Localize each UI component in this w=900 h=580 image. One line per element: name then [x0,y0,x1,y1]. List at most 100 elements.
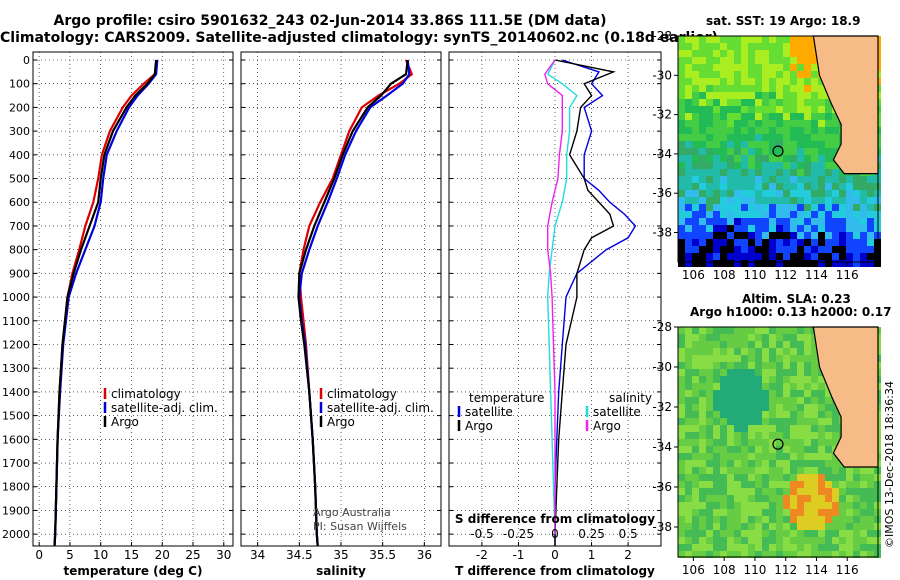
y-tick-label: 700 [9,220,30,233]
map-lat-label: -32 [652,400,672,414]
x-tick-label: 34.5 [286,548,313,562]
chart-title-line2: Climatology: CARS2009. Satellite-adjuste… [0,30,718,46]
annotation-pi: PI: Susan Wijffels [313,520,407,533]
map-lat-label: -30 [652,68,672,82]
y-tick-label: 1200 [2,338,30,351]
map-lon-label: 114 [805,268,828,282]
panel-frame-2 [240,51,442,547]
y-tick-label: 800 [9,244,30,257]
argo-float-marker [772,145,784,157]
x-tick-label: 15 [124,548,139,562]
map-lon-label: 110 [743,563,766,577]
annotation-argo-australia: Argo Australia [313,506,391,519]
panel-frame-1 [32,51,234,547]
map-lon-label: 108 [713,268,736,282]
map-lon-label: 114 [805,563,828,577]
x-axis-label-top: S difference from climatology [455,512,655,526]
x-tick-label: 25 [185,548,200,562]
series-line-s-satellite [546,59,578,535]
x-tick-label: -1 [512,548,524,562]
map-frame [677,326,879,558]
y-tick-label: 1600 [2,433,30,446]
map-lat-label: -32 [652,108,672,122]
series-line-satellite-adj-clim- [298,59,411,547]
legend-label: satellite [465,405,513,419]
x-tick-label-top: 0.5 [619,527,638,541]
y-tick-label: 200 [9,101,30,114]
y-tick-label: 500 [9,173,30,186]
y-tick-label: 1900 [2,504,30,517]
x-tick-label-top: -0.25 [503,527,534,541]
series-line-s-argo [544,59,563,535]
y-tick-label: 900 [9,267,30,280]
chart-title-line1: Argo profile: csiro 5901632_243 02-Jun-2… [53,13,607,29]
legend-label: satellite-adj. clim. [327,401,434,415]
x-axis-label: salinity [316,564,366,578]
map-lat-label: -38 [652,226,672,240]
x-tick-label: 0 [551,548,559,562]
y-tick-label: 600 [9,196,30,209]
x-axis-label: T difference from climatology [455,564,655,578]
x-tick-label: 30 [216,548,231,562]
legend-label: climatology [327,387,397,401]
legend-label: satellite [593,405,641,419]
map-lon-label: 116 [836,563,859,577]
sst-map-title: sat. SST: 19 Argo: 18.9 [706,14,861,28]
sla-map-title-line2: Argo h1000: 0.13 h2000: 0.17 [690,305,892,319]
x-axis-label: temperature (deg C) [64,564,203,578]
map-lon-label: 112 [774,563,797,577]
y-tick-label: 0 [23,54,30,67]
y-tick-label: 2000 [2,528,30,541]
x-tick-label-top: -0.5 [470,527,493,541]
y-tick-label: 1700 [2,457,30,470]
map-lat-label: -34 [652,147,672,161]
map-lat-label: -36 [652,480,672,494]
legend-label: Argo [111,415,139,429]
map-lon-label: 106 [682,268,705,282]
x-tick-label: 36 [417,548,432,562]
y-tick-label: 1300 [2,362,30,375]
y-tick-label: 1500 [2,410,30,423]
map-lat-label: -36 [652,186,672,200]
series-line-argo [297,59,409,547]
y-tick-label: 1400 [2,386,30,399]
map-lon-label: 112 [774,268,797,282]
x-tick-label: 5 [66,548,74,562]
legend-label: climatology [111,387,181,401]
legend-label: Argo [593,419,621,433]
legend-title-salinity: salinity [609,391,652,405]
x-tick-label: 10 [93,548,108,562]
x-tick-label: 20 [155,548,170,562]
legend-label: Argo [327,415,355,429]
x-tick-label: 1 [588,548,596,562]
map-lon-label: 106 [682,563,705,577]
map-frame [677,35,879,263]
argo-float-marker [772,438,784,450]
map-lat-label: -28 [652,29,672,43]
x-tick-label: 35.5 [369,548,396,562]
y-tick-label: 1800 [2,481,30,494]
x-tick-label: -2 [476,548,488,562]
map-lon-label: 108 [713,563,736,577]
y-tick-label: 300 [9,125,30,138]
legend-title-temperature: temperature [469,391,544,405]
series-line-t-satellite [554,59,637,546]
map-lon-label: 116 [836,268,859,282]
map-lat-label: -38 [652,520,672,534]
map-lat-label: -34 [652,440,672,454]
y-tick-label: 100 [9,78,30,91]
x-tick-label: 34 [250,548,265,562]
x-tick-label-top: 0.25 [578,527,605,541]
map-lat-label: -30 [652,360,672,374]
series-line-argo [53,59,158,547]
map-lon-label: 110 [743,268,766,282]
series-line-t-argo [554,59,616,546]
x-tick-label: 2 [624,548,632,562]
sla-map-title-line1: Altim. SLA: 0.23 [742,292,851,306]
y-tick-label: 400 [9,149,30,162]
sst-map [677,35,881,267]
legend-label: Argo [465,419,493,433]
y-tick-label: 1000 [2,291,30,304]
map-lat-label: -28 [652,320,672,334]
